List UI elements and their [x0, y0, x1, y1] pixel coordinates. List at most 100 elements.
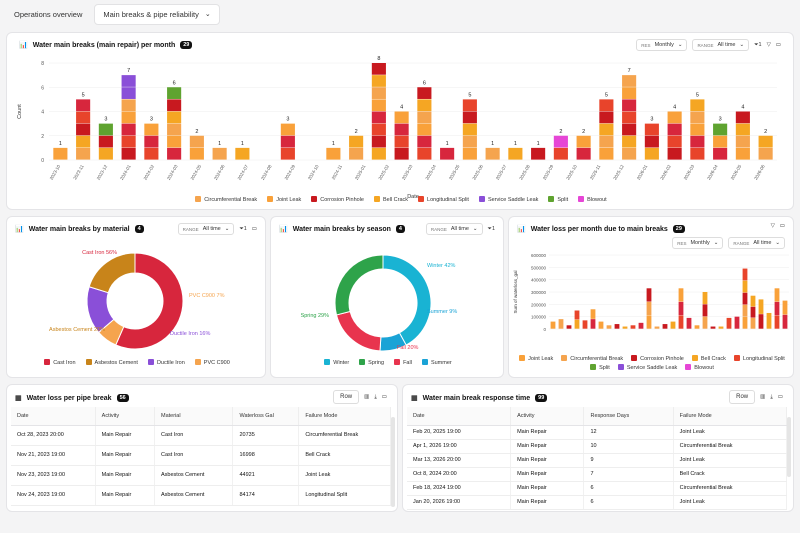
legend-item[interactable]: Asbestos Cement [85, 359, 138, 366]
range-select[interactable]: RANGE All time ⌄ [177, 223, 235, 235]
col-header[interactable]: Waterloss Gal [232, 407, 300, 426]
comment-icon[interactable]: ▭ [775, 42, 781, 48]
filter-count-button[interactable]: ⏷1 [488, 226, 495, 233]
columns-icon[interactable]: ▥ [364, 394, 370, 400]
legend-label: Cast Iron [53, 360, 76, 366]
data-label: 3 [719, 117, 722, 123]
col-header[interactable]: Date [11, 407, 96, 426]
bar-segment [667, 111, 682, 124]
scrollbar[interactable] [391, 417, 395, 507]
col-header[interactable]: Material [154, 407, 234, 426]
filter-icon[interactable]: ▽ [770, 223, 775, 229]
bar-segment [690, 135, 705, 148]
x-tick-label: 2023-10 [49, 164, 62, 181]
bar-segment [121, 87, 136, 99]
legend-item[interactable]: Service Saddle Leak [617, 364, 677, 371]
tab-main-breaks[interactable]: Main breaks & pipe reliability ⌄ [94, 3, 220, 25]
table-row[interactable]: Oct 8, 2024 20:00 Main Repair 7 Bell Crack [407, 467, 788, 482]
range-select[interactable]: RANGE All time ⌄ [425, 223, 483, 235]
col-header[interactable]: Failure Mode [673, 407, 788, 426]
legend-swatch [195, 196, 202, 202]
legend-item[interactable]: Circumferential Break [195, 196, 257, 203]
bar-segment [644, 135, 659, 148]
table-row[interactable]: Nov 23, 2023 19:00 Main Repair Asbestos Ce… [11, 465, 391, 486]
table-row[interactable]: Feb 20, 2025 19:00 Main Repair 12 Joint Lea… [407, 425, 788, 440]
legend-item[interactable]: Split [548, 196, 568, 203]
legend-item[interactable]: Split [590, 364, 610, 371]
bar-segment [280, 123, 295, 136]
legend-swatch [311, 196, 318, 202]
resolution-select[interactable]: RES Monthly ⌄ [636, 39, 688, 51]
legend-item[interactable]: Winter [324, 359, 349, 366]
bar-segment [735, 135, 750, 148]
bar-segment [742, 304, 748, 317]
download-icon[interactable]: ⤓ [374, 393, 377, 400]
table-row[interactable]: Apr 1, 2026 19:00 Main Repair 10 Circumfere… [407, 439, 788, 454]
bar-segment [622, 75, 637, 87]
legend-item[interactable]: Blowout [578, 196, 607, 203]
download-icon[interactable]: ⤓ [770, 393, 773, 400]
legend-item[interactable]: Corrosion Pinhole [631, 355, 684, 362]
filter-count-button[interactable]: ⏷1 [754, 42, 761, 49]
legend-item[interactable]: Corrosion Pinhole [311, 196, 364, 203]
card-title: 📊 Water main breaks (main repair) per mo… [19, 41, 193, 49]
legend-item[interactable]: Fall [394, 359, 412, 366]
table-row[interactable]: Nov 21, 2023 19:00 Main Repair Cast Iron 16… [11, 445, 391, 466]
table-cell: Main Repair [510, 453, 585, 468]
range-value: All time [753, 240, 772, 246]
range-select[interactable]: RANGE All time ⌄ [728, 237, 785, 249]
legend-swatch [359, 359, 366, 365]
donut-slice [382, 254, 432, 346]
table-row[interactable]: Feb 18, 2024 19:00 Main Repair 6 Circumfere… [407, 481, 788, 496]
table-row[interactable]: Mar 13, 2026 20:00 Main Repair 9 Joint Leak [407, 453, 788, 468]
filter-count-button[interactable]: ⏷1 [239, 226, 246, 233]
bar-segment [574, 310, 580, 320]
legend-swatch [561, 355, 568, 361]
chevron-down-icon: ⌄ [204, 10, 211, 18]
col-header[interactable]: Response Days [583, 407, 674, 426]
col-header[interactable]: Date [407, 407, 512, 426]
legend-item[interactable]: Longitudinal Split [418, 196, 469, 203]
legend-item[interactable]: Cast Iron [44, 359, 76, 366]
legend-item[interactable]: Service Saddle Leak [478, 196, 538, 203]
tab-operations-overview[interactable]: Operations overview [6, 5, 90, 24]
table-row[interactable]: Nov 24, 2023 19:00 Main Repair Asbestos Ce… [11, 485, 391, 506]
scrollbar[interactable] [787, 417, 791, 477]
col-header[interactable]: Activity [95, 407, 156, 426]
bar-segment [582, 320, 588, 329]
resolution-select[interactable]: RES Monthly ⌄ [672, 237, 724, 249]
bar-segment [76, 135, 91, 148]
legend-item[interactable]: Joint Leak [519, 355, 553, 362]
range-select[interactable]: RANGE All time ⌄ [692, 39, 750, 51]
row-button[interactable]: Row [333, 390, 360, 404]
legend-item[interactable]: Ductile Iron [147, 359, 185, 366]
table-cell: 44921 [232, 465, 300, 486]
col-header[interactable]: Activity [510, 407, 585, 426]
legend-item[interactable]: Longitudinal Split [733, 355, 785, 362]
legend-item[interactable]: Bell Crack [691, 355, 726, 362]
bar-segment [280, 147, 295, 160]
comment-icon[interactable]: ▭ [777, 394, 783, 400]
legend-item[interactable]: PVC C900 [194, 359, 230, 366]
comment-icon[interactable]: ▭ [251, 226, 257, 232]
table-row[interactable]: Jan 20, 2026 19:00 Main Repair 6 Joint Leak [407, 495, 788, 510]
row-button[interactable]: Row [729, 390, 756, 404]
col-header[interactable]: Failure Mode [298, 407, 391, 426]
chart-controls: RANGE All time ⌄ ⏷1 ▭ [177, 223, 257, 235]
legend-item[interactable]: Spring [359, 359, 384, 366]
legend-item[interactable]: Blowout [685, 364, 714, 371]
bar-segment [326, 147, 341, 160]
legend-label: Corrosion Pinhole [320, 197, 364, 203]
legend-item[interactable]: Summer [421, 359, 452, 366]
comment-icon[interactable]: ▭ [779, 223, 785, 229]
filter-icon[interactable]: ▽ [766, 42, 771, 48]
table-row[interactable]: Oct 28, 2023 20:00 Main Repair Cast Iron 20… [11, 425, 391, 446]
legend-item[interactable]: Bell Crack [373, 196, 408, 203]
comment-icon[interactable]: ▭ [381, 394, 387, 400]
legend-swatch [519, 355, 526, 361]
columns-icon[interactable]: ▥ [760, 394, 766, 400]
legend-swatch [418, 196, 425, 202]
legend-item[interactable]: Joint Leak [267, 196, 301, 203]
bar-segment [654, 326, 660, 329]
legend-item[interactable]: Circumferential Break [561, 355, 623, 362]
